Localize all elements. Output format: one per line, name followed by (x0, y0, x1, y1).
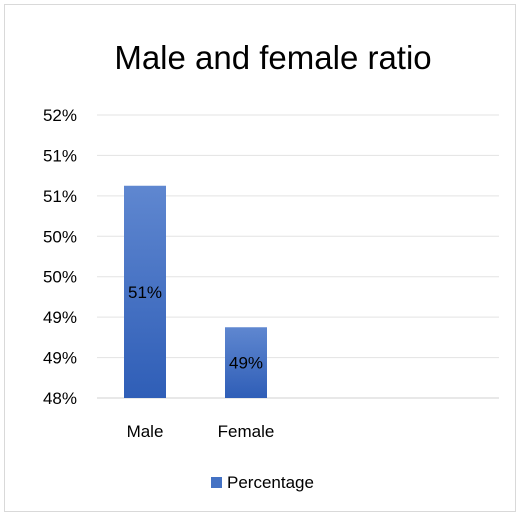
x-category-label: Male (127, 422, 164, 441)
y-tick-label: 50% (43, 227, 77, 246)
chart-svg: Male and female ratio 52% 51% 51% 50% 50% 49%… (43, 39, 499, 492)
y-tick-label: 52% (43, 106, 77, 125)
legend-label: Percentage (227, 473, 314, 492)
x-category-label: Female (218, 422, 275, 441)
chart-title: Male and female ratio (114, 39, 431, 76)
y-tick-label: 49% (43, 349, 77, 368)
y-tick-label: 49% (43, 308, 77, 327)
data-label-male: 51% (128, 283, 162, 302)
y-tick-label: 51% (43, 146, 77, 165)
data-label-female: 49% (229, 354, 263, 373)
legend: Percentage (211, 473, 314, 492)
data-labels: 51% 49% (128, 283, 263, 373)
y-tick-label: 50% (43, 268, 77, 287)
x-axis-categories: Male Female (127, 422, 275, 441)
bars (124, 185, 267, 398)
chart-area: Male and female ratio 52% 51% 51% 50% 50% 49%… (4, 4, 516, 512)
y-axis-ticks: 52% 51% 51% 50% 50% 49% 49% 48% (43, 106, 77, 408)
bar-male (124, 185, 166, 398)
bar-female (225, 327, 267, 398)
y-tick-label: 48% (43, 389, 77, 408)
legend-swatch (211, 477, 222, 488)
y-tick-label: 51% (43, 187, 77, 206)
